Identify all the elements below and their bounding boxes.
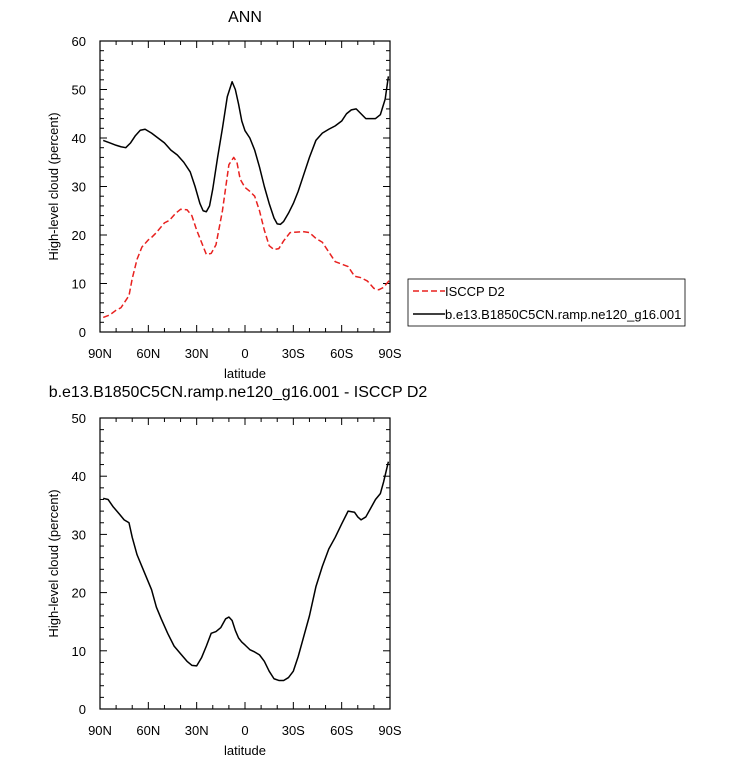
legend-box [407,278,686,327]
bottom-x-tick-label: 30S [282,723,305,738]
panel-bottom: b.e13.B1850C5CN.ramp.ne120_g16.001 - ISC… [46,384,427,758]
top-x-tick-label: 60N [136,346,160,361]
top-chart-title: ANN [228,9,262,26]
bottom-plot-frame [99,417,391,710]
top-plot-frame [99,40,391,333]
top-y-tick-label: 50 [72,83,86,98]
top-x-tick-label: 90N [88,346,112,361]
bottom-y-tick-label: 40 [72,469,86,484]
bottom-series-group [103,461,390,682]
top-series-group [102,76,391,319]
top-x-tick-labels: 90N 60N 30N 0 30S 60S 90S [88,346,402,361]
top-y-tick-label: 60 [72,34,86,49]
legend-label-isccp: ISCCP D2 [445,284,505,299]
bottom-y-tick-label: 50 [72,411,86,426]
legend-label-model: b.e13.B1850C5CN.ramp.ne120_g16.001 [445,307,681,322]
top-y-tick-label: 10 [72,277,86,292]
top-y-axis-title: High-level cloud (percent) [46,112,61,260]
top-y-tick-labels: 0 10 20 30 40 50 60 [72,34,86,340]
bottom-x-tick-label: 0 [241,723,248,738]
bottom-x-tick-label: 30N [185,723,209,738]
bottom-x-axis-title: latitude [224,743,266,758]
top-series-line-1 [102,76,390,226]
top-y-tick-label: 40 [72,131,86,146]
bottom-series-line-0 [103,461,390,682]
top-x-tick-label: 30N [185,346,209,361]
top-series-line-0 [102,156,391,319]
bottom-x-tick-label: 60N [136,723,160,738]
top-x-tick-label: 90S [378,346,401,361]
top-y-tick-label: 0 [79,325,86,340]
top-y-tick-label: 30 [72,180,86,195]
top-x-axis-title: latitude [224,366,266,381]
bottom-y-tick-label: 0 [79,702,86,717]
bottom-x-tick-labels: 90N 60N 30N 0 30S 60S 90S [88,723,402,738]
legend: ISCCP D2 b.e13.B1850C5CN.ramp.ne120_g16.… [407,278,686,327]
top-x-tick-label: 60S [330,346,353,361]
bottom-x-tick-label: 90S [378,723,401,738]
bottom-y-tick-labels: 0 10 20 30 40 50 [72,411,86,717]
bottom-x-tick-label: 60S [330,723,353,738]
bottom-chart-title: b.e13.B1850C5CN.ramp.ne120_g16.001 - ISC… [49,384,428,401]
top-y-tick-label: 20 [72,228,86,243]
top-x-tick-label: 30S [282,346,305,361]
bottom-y-tick-label: 10 [72,644,86,659]
bottom-axis-ticks [99,417,391,710]
bottom-y-tick-label: 30 [72,527,86,542]
top-axis-ticks [99,40,391,333]
top-x-tick-label: 0 [241,346,248,361]
bottom-y-tick-label: 20 [72,586,86,601]
panel-top: ANN 90N 60N 30N 0 30S 60S 90S 0 10 20 30… [46,9,686,381]
bottom-x-tick-label: 90N [88,723,112,738]
bottom-y-axis-title: High-level cloud (percent) [46,489,61,637]
